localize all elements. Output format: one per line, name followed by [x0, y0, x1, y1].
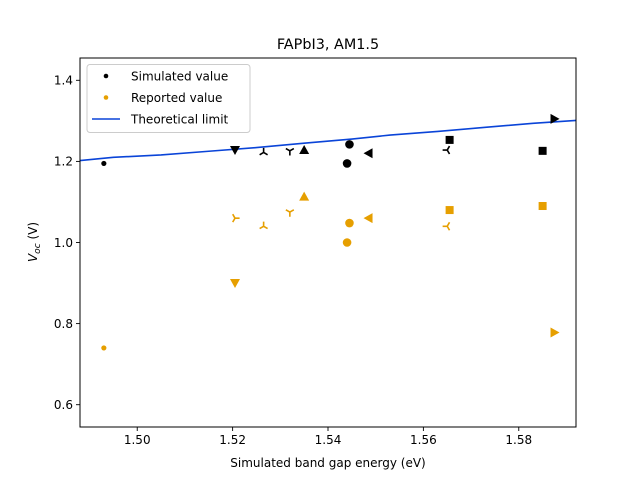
x-tick-label-3: 1.56 [410, 433, 437, 447]
simulated-point-10 [538, 146, 547, 155]
y-axis: 0.6 0.8 1.0 1.2 1.4 [54, 74, 80, 412]
simulated-series [101, 113, 560, 168]
y-axis-label: Voc (V) [26, 222, 43, 262]
legend-marker-1 [103, 95, 109, 100]
legend-label-1: Reported value [131, 91, 222, 105]
simulated-point-5 [342, 159, 352, 168]
simulated-point-3 [285, 147, 295, 156]
chart-title: FAPbI3, AM1.5 [277, 37, 379, 53]
y-tick-label-2: 1.0 [54, 236, 73, 250]
reported-point-9 [442, 221, 451, 231]
legend: Simulated value Reported value Theoretical… [86, 64, 251, 133]
legend-marker-0 [103, 73, 109, 79]
simulated-point-6 [345, 140, 354, 149]
y-tick-label-4: 1.4 [54, 74, 73, 88]
y-tick-label-3: 1.2 [54, 155, 73, 169]
theoretical-limit-line [80, 119, 576, 162]
x-tick-label-4: 1.58 [505, 433, 532, 447]
simulated-point-4 [299, 145, 310, 155]
y-axis-label-main: V [26, 253, 40, 262]
reported-point-6 [342, 238, 352, 247]
simulated-point-0 [101, 160, 107, 167]
y-tick-label-0: 0.6 [54, 398, 73, 412]
reported-series [101, 191, 560, 351]
legend-box [86, 64, 251, 133]
simulated-point-7 [363, 148, 373, 159]
reported-point-5 [299, 191, 310, 201]
reported-point-7 [345, 218, 354, 228]
reported-point-0 [101, 345, 107, 351]
simulated-point-11 [550, 113, 560, 124]
x-axis: 1.50 1.52 1.54 1.56 1.58 [124, 427, 532, 447]
reported-point-11 [538, 202, 547, 211]
y-axis-label-sub: oc [33, 243, 43, 254]
plot-area [80, 113, 576, 351]
reported-point-12 [550, 327, 560, 338]
simulated-point-8 [442, 145, 451, 155]
legend-label-0: Simulated value [131, 69, 228, 83]
simulated-point-9 [445, 135, 454, 144]
reported-point-2 [232, 213, 240, 223]
reported-point-8 [363, 213, 373, 224]
legend-label-2: Theoretical limit [130, 112, 229, 126]
reported-point-1 [230, 279, 240, 289]
y-axis-label-unit: (V) [26, 222, 40, 243]
reported-point-10 [445, 206, 454, 215]
x-tick-label-0: 1.50 [124, 433, 151, 447]
reported-point-3 [259, 221, 268, 230]
x-tick-label-2: 1.54 [315, 433, 342, 447]
reported-point-4 [285, 209, 295, 217]
x-tick-label-1: 1.52 [219, 433, 246, 447]
x-axis-label: Simulated band gap energy (eV) [230, 456, 425, 470]
simulated-point-2 [259, 147, 268, 156]
simulated-point-1 [230, 146, 240, 156]
y-tick-label-1: 0.8 [54, 317, 73, 331]
